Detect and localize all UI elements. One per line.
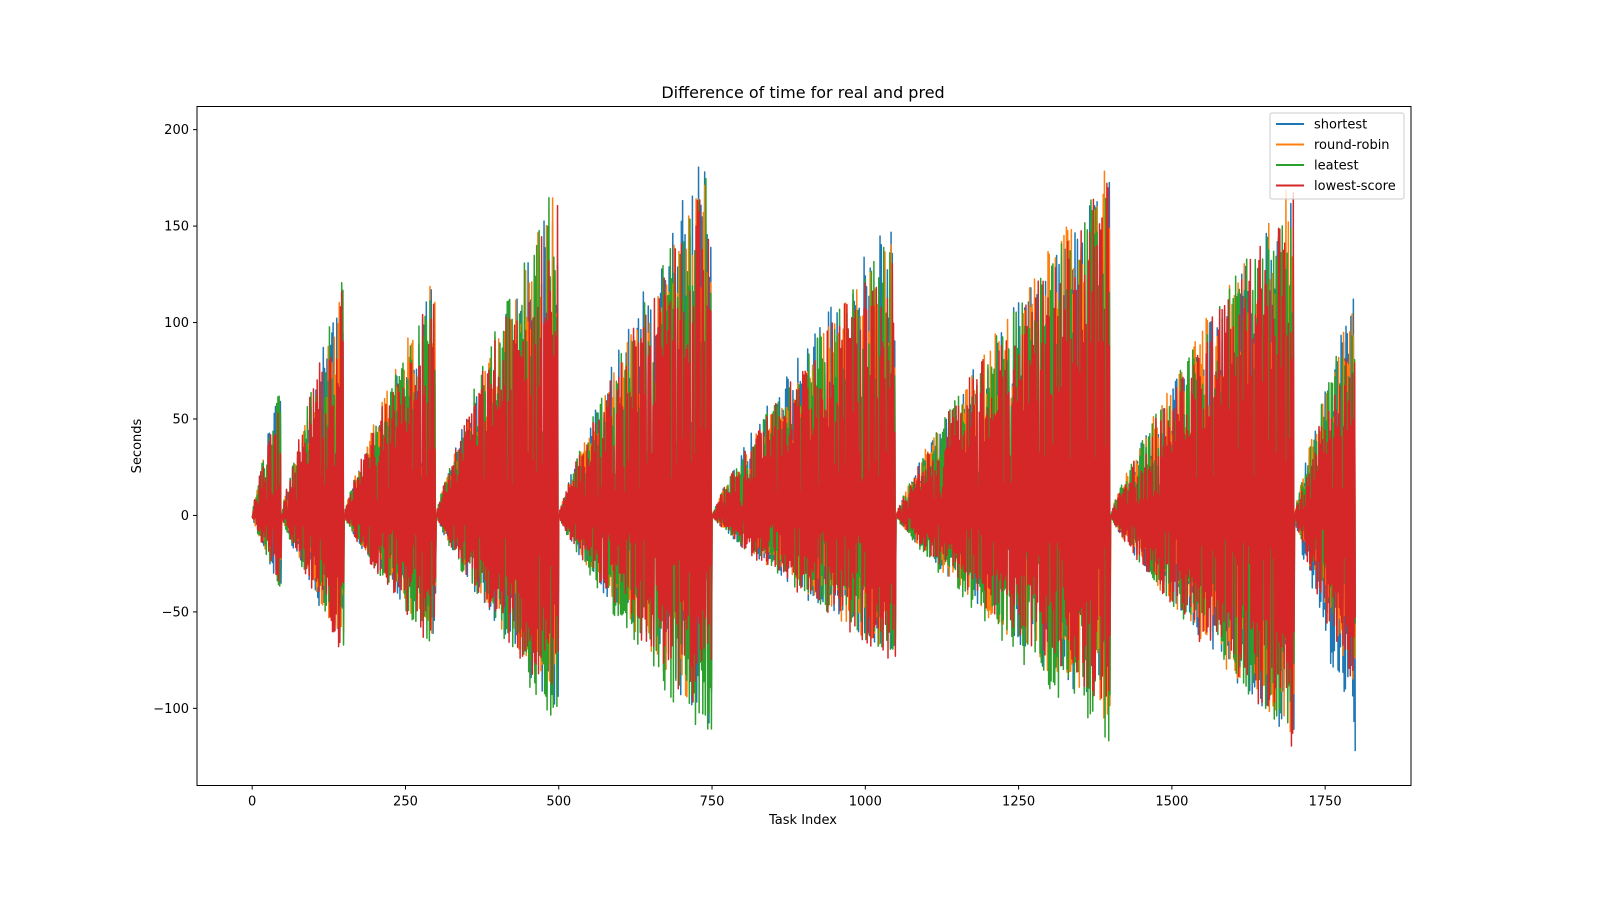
x-axis-label: Task Index [768,813,837,828]
x-tick-label: 1000 [849,795,882,810]
x-tick-label: 0 [248,795,256,810]
y-tick-label: −50 [162,605,189,620]
legend: shortest round-robin leatest lowest-score [1269,112,1405,200]
chart-title: Difference of time for real and pred [661,83,944,102]
y-tick-label: 50 [172,412,189,427]
plot-frame [196,106,1412,786]
plot-area [251,166,1356,752]
x-tick-label: 1500 [1155,795,1188,810]
x-tick-label: 1250 [1002,795,1035,810]
legend-frame [1269,112,1405,200]
x-tick-label: 750 [700,795,725,810]
x-tick-label: 250 [393,795,418,810]
y-axis-label: Seconds [130,418,145,473]
y-tick-label: 200 [164,123,189,138]
y-tick-label: 100 [164,316,189,331]
y-tick-label: −100 [153,702,189,717]
y-tick-label: 0 [181,509,189,524]
legend-label-shortest: shortest [1314,118,1367,133]
x-tick-label: 1750 [1309,795,1342,810]
y-axis: −100 −50 0 50 100 150 200 [153,123,197,717]
legend-label-lowest-score: lowest-score [1314,179,1396,194]
x-tick-label: 500 [546,795,571,810]
y-tick-label: 150 [164,220,189,235]
legend-label-round-robin: round-robin [1314,138,1390,153]
series-line-lowest-score [251,182,1356,747]
legend-label-leatest: leatest [1314,159,1359,174]
x-axis: 0 250 500 750 1000 1250 1500 1750 [248,785,1342,810]
